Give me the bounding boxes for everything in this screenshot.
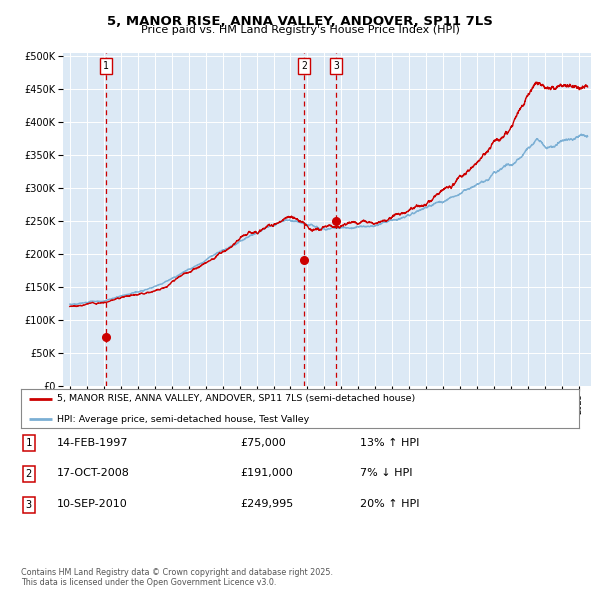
Text: 1: 1 <box>26 438 32 448</box>
Text: 2: 2 <box>26 469 32 479</box>
Text: 7% ↓ HPI: 7% ↓ HPI <box>360 468 413 478</box>
Text: 10-SEP-2010: 10-SEP-2010 <box>57 499 128 509</box>
Text: 5, MANOR RISE, ANNA VALLEY, ANDOVER, SP11 7LS (semi-detached house): 5, MANOR RISE, ANNA VALLEY, ANDOVER, SP1… <box>57 395 416 404</box>
Text: HPI: Average price, semi-detached house, Test Valley: HPI: Average price, semi-detached house,… <box>57 415 310 424</box>
Text: Contains HM Land Registry data © Crown copyright and database right 2025.
This d: Contains HM Land Registry data © Crown c… <box>21 568 333 587</box>
Text: 3: 3 <box>334 61 339 71</box>
Text: 3: 3 <box>26 500 32 510</box>
Text: 17-OCT-2008: 17-OCT-2008 <box>57 468 130 478</box>
Text: 5, MANOR RISE, ANNA VALLEY, ANDOVER, SP11 7LS: 5, MANOR RISE, ANNA VALLEY, ANDOVER, SP1… <box>107 15 493 28</box>
Text: 2: 2 <box>301 61 307 71</box>
Text: Price paid vs. HM Land Registry's House Price Index (HPI): Price paid vs. HM Land Registry's House … <box>140 25 460 35</box>
Text: £191,000: £191,000 <box>240 468 293 478</box>
Text: 1: 1 <box>103 61 109 71</box>
Text: 20% ↑ HPI: 20% ↑ HPI <box>360 499 419 509</box>
Text: 13% ↑ HPI: 13% ↑ HPI <box>360 438 419 448</box>
Text: £75,000: £75,000 <box>240 438 286 448</box>
Text: 14-FEB-1997: 14-FEB-1997 <box>57 438 128 448</box>
Text: £249,995: £249,995 <box>240 499 293 509</box>
